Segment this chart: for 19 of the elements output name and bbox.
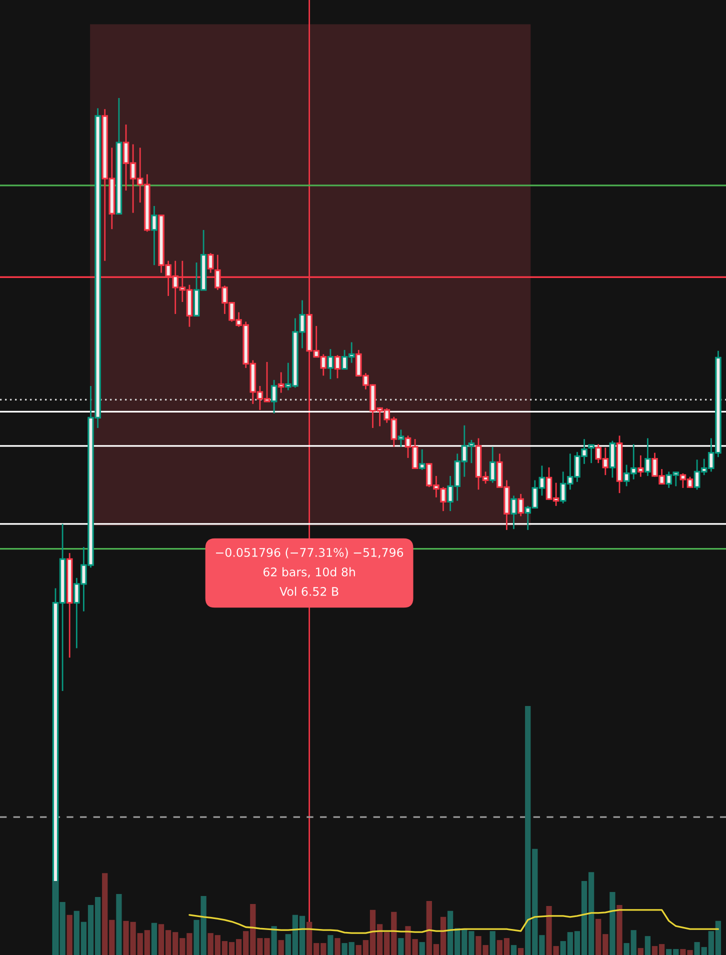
bar xyxy=(334,938,340,955)
bar xyxy=(271,926,277,955)
bar xyxy=(490,931,496,955)
bar xyxy=(328,935,334,955)
bar xyxy=(151,922,158,955)
bar xyxy=(66,914,72,955)
bar xyxy=(510,945,517,955)
annotation: 62 bars, 10d 8h xyxy=(263,567,355,578)
bar xyxy=(278,940,284,955)
bar xyxy=(398,938,404,955)
bar xyxy=(610,892,616,955)
bar xyxy=(638,948,644,955)
bar xyxy=(644,936,651,955)
bar xyxy=(616,904,622,955)
annotation: Vol 6.52 B xyxy=(280,586,338,596)
bar xyxy=(518,948,524,955)
bar xyxy=(116,894,122,955)
bar xyxy=(419,942,425,955)
annotation: −0.051796 (−77.31%) −51,796 xyxy=(216,548,404,558)
